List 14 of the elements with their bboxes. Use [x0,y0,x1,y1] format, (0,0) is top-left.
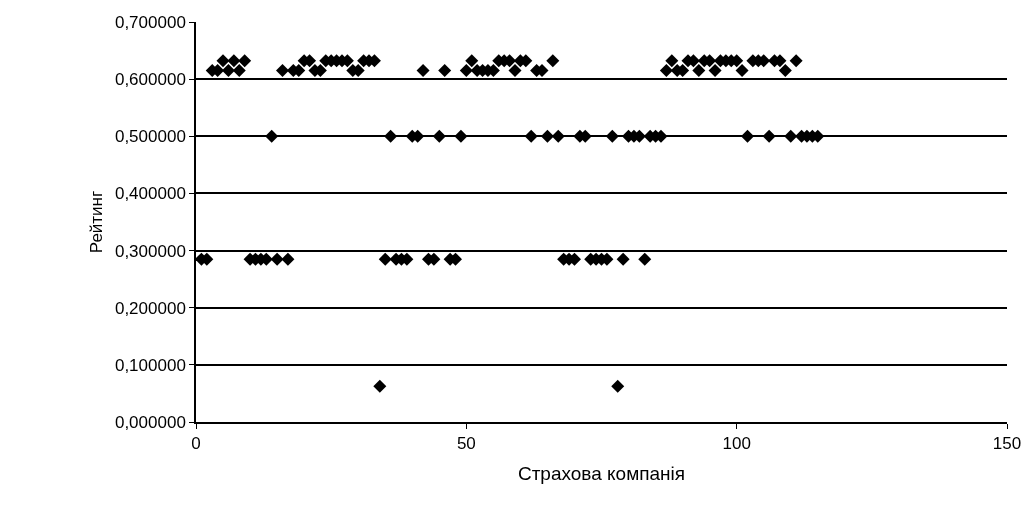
x-tick-label: 0 [191,434,201,454]
y-tick-label: 0,000000 [114,412,186,432]
y-tick-label: 0,300000 [114,241,186,261]
y-tick-label: 0,400000 [114,184,186,204]
x-axis-title: Страхова компанія [517,463,686,485]
y-tick-label: 0,500000 [114,127,186,147]
x-tick-label: 50 [456,434,476,454]
x-tick-label: 150 [992,434,1022,454]
x-tick-label: 100 [722,434,751,454]
y-tick-label: 0,700000 [114,12,186,32]
y-tick-label: 0,100000 [114,355,186,375]
y-tick-label: 0,600000 [114,70,186,90]
y-axis-title: Рейтинг [86,190,106,254]
y-tick-label: 0,200000 [114,298,186,318]
